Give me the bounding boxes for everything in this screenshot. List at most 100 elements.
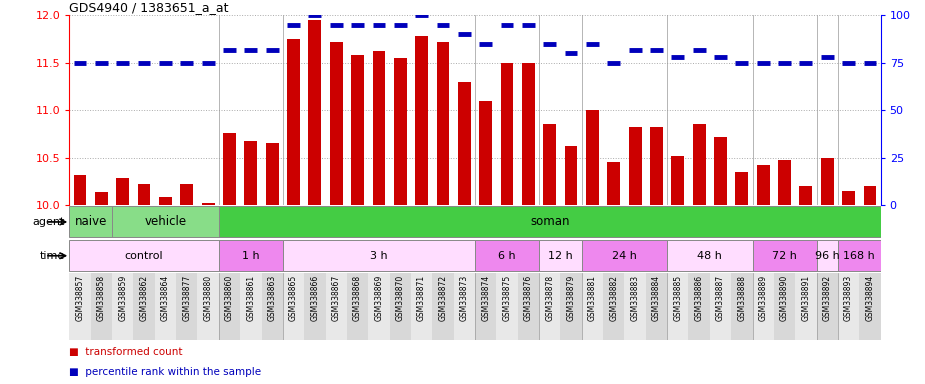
Bar	[112, 207, 219, 237]
Bar	[624, 273, 646, 340]
Text: GSM338868: GSM338868	[353, 275, 362, 321]
Bar	[479, 101, 492, 205]
Bar	[240, 273, 262, 340]
Bar	[539, 273, 561, 340]
Text: 3 h: 3 h	[370, 251, 388, 261]
Bar	[219, 240, 283, 271]
Text: time: time	[40, 251, 65, 261]
Bar	[308, 20, 321, 205]
Text: GSM338860: GSM338860	[225, 275, 234, 321]
Text: GSM338892: GSM338892	[822, 275, 832, 321]
Text: GSM338880: GSM338880	[204, 275, 213, 321]
Text: 24 h: 24 h	[612, 251, 636, 261]
Text: 168 h: 168 h	[844, 251, 875, 261]
Bar	[753, 273, 774, 340]
Bar	[817, 240, 838, 271]
Bar	[475, 240, 539, 271]
Bar	[69, 240, 219, 271]
Bar	[603, 273, 624, 340]
Text: GSM338887: GSM338887	[716, 275, 725, 321]
Bar	[368, 273, 389, 340]
Text: 12 h: 12 h	[548, 251, 573, 261]
Bar	[95, 192, 108, 205]
Bar	[117, 179, 130, 205]
Text: GSM338859: GSM338859	[118, 275, 128, 321]
Bar	[91, 273, 112, 340]
Bar	[219, 273, 240, 340]
Bar	[518, 273, 539, 340]
Text: GSM338877: GSM338877	[182, 275, 191, 321]
Bar	[74, 175, 86, 205]
Text: agent: agent	[32, 217, 65, 227]
Bar	[731, 273, 753, 340]
Text: GSM338862: GSM338862	[140, 275, 149, 321]
Text: GSM338872: GSM338872	[438, 275, 448, 321]
Text: GSM338861: GSM338861	[246, 275, 255, 321]
Bar	[838, 273, 859, 340]
Text: GSM338878: GSM338878	[545, 275, 554, 321]
Bar	[500, 63, 513, 205]
Bar	[714, 137, 727, 205]
Bar	[582, 273, 603, 340]
Text: GSM338879: GSM338879	[566, 275, 575, 321]
Bar	[757, 165, 770, 205]
Bar	[432, 273, 453, 340]
Bar	[667, 273, 688, 340]
Bar	[646, 273, 667, 340]
Bar	[796, 273, 817, 340]
Bar	[543, 124, 556, 205]
Bar	[735, 172, 748, 205]
Bar	[688, 273, 709, 340]
Text: GSM338894: GSM338894	[866, 275, 874, 321]
Text: GSM338873: GSM338873	[460, 275, 469, 321]
Text: GSM338869: GSM338869	[375, 275, 384, 321]
Bar	[522, 63, 535, 205]
Text: ■  transformed count: ■ transformed count	[69, 347, 183, 357]
Text: GSM338858: GSM338858	[97, 275, 105, 321]
Bar	[373, 51, 386, 205]
Bar	[693, 124, 706, 205]
Bar	[774, 273, 796, 340]
Bar	[159, 197, 172, 205]
Text: GSM338857: GSM338857	[76, 275, 84, 321]
Text: GSM338867: GSM338867	[332, 275, 340, 321]
Text: GSM338885: GSM338885	[673, 275, 683, 321]
Text: 1 h: 1 h	[242, 251, 260, 261]
Bar	[799, 186, 812, 205]
Bar	[176, 273, 197, 340]
Bar	[629, 127, 642, 205]
Bar	[820, 157, 833, 205]
Text: 48 h: 48 h	[697, 251, 722, 261]
Bar	[753, 240, 817, 271]
Bar	[561, 273, 582, 340]
Text: GDS4940 / 1383651_a_at: GDS4940 / 1383651_a_at	[69, 1, 228, 14]
Bar	[539, 240, 582, 271]
Text: GSM338866: GSM338866	[311, 275, 319, 321]
Bar	[389, 273, 411, 340]
Bar	[667, 240, 753, 271]
Text: 6 h: 6 h	[499, 251, 516, 261]
Text: GSM338870: GSM338870	[396, 275, 405, 321]
Bar	[304, 273, 326, 340]
Text: soman: soman	[530, 215, 570, 228]
Text: GSM338882: GSM338882	[610, 275, 618, 321]
Bar	[223, 133, 236, 205]
Bar	[411, 273, 432, 340]
Bar	[347, 273, 368, 340]
Text: GSM338888: GSM338888	[737, 275, 746, 321]
Text: GSM338891: GSM338891	[801, 275, 810, 321]
Bar	[650, 127, 663, 205]
Bar	[437, 42, 450, 205]
Text: vehicle: vehicle	[144, 215, 187, 228]
Bar	[197, 273, 219, 340]
Bar	[244, 141, 257, 205]
Text: GSM338875: GSM338875	[502, 275, 512, 321]
Text: 96 h: 96 h	[815, 251, 840, 261]
Bar	[352, 55, 364, 205]
Bar	[586, 110, 598, 205]
Text: GSM338874: GSM338874	[481, 275, 490, 321]
Text: GSM338893: GSM338893	[845, 275, 853, 321]
Text: GSM338889: GSM338889	[758, 275, 768, 321]
Bar	[864, 186, 876, 205]
Bar	[672, 156, 684, 205]
